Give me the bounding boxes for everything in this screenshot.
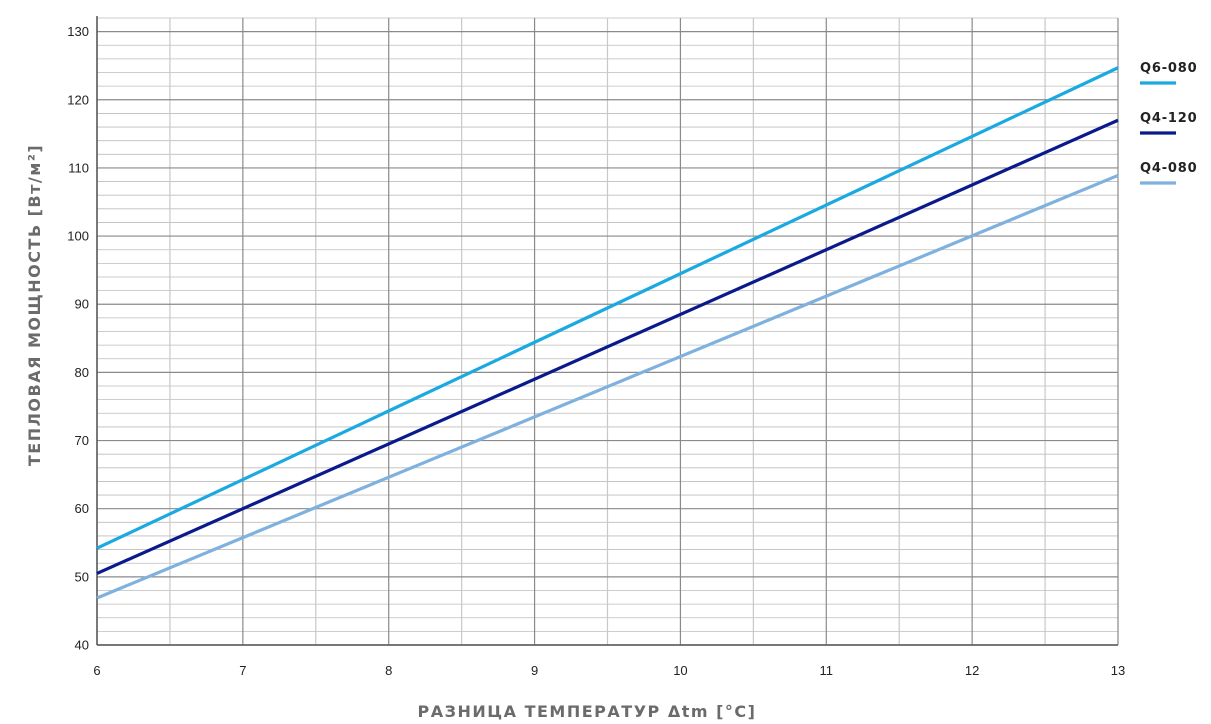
y-tick-label: 70 [75,433,89,448]
legend-label: Q4-080 [1140,161,1197,176]
y-tick-label: 60 [75,501,89,516]
y-tick-label: 130 [67,24,89,39]
y-tick-label: 90 [75,297,89,312]
legend-label: Q6-080 [1140,61,1197,76]
x-tick-label: 9 [531,663,538,678]
series-lines [96,66,1119,600]
y-tick-label: 120 [67,92,89,107]
y-tick-label: 50 [75,569,89,584]
minor-grid [97,17,1118,645]
y-tick-label: 110 [68,160,89,175]
legend: Q6-080 Q4-120 Q4-080 [1140,61,1197,185]
x-tick-label: 8 [385,663,392,678]
y-tick-labels: 40 50 60 70 80 90 100 110 120 130 [67,24,89,652]
x-tick-label: 11 [820,663,834,678]
x-tick-label: 7 [239,663,246,678]
x-tick-label: 6 [93,663,100,678]
series-line [96,173,1119,600]
y-tick-label: 40 [75,638,89,653]
x-tick-labels: 6 7 8 9 10 11 12 13 [93,663,1125,678]
x-tick-label: 10 [673,663,687,678]
x-axis-title: РАЗНИЦА ТЕМПЕРАТУР Δtm [°C] [418,702,757,721]
y-tick-label: 80 [75,365,89,380]
y-tick-label: 100 [67,229,89,244]
x-tick-label: 12 [965,663,979,678]
legend-label: Q4-120 [1140,111,1197,126]
axes [96,16,1118,646]
x-tick-label: 13 [1111,663,1125,678]
series-line [96,66,1119,550]
y-axis-title: ТЕПЛОВАЯ МОЩНОСТЬ [Вт/м²] [25,144,44,466]
series-line [96,118,1119,575]
